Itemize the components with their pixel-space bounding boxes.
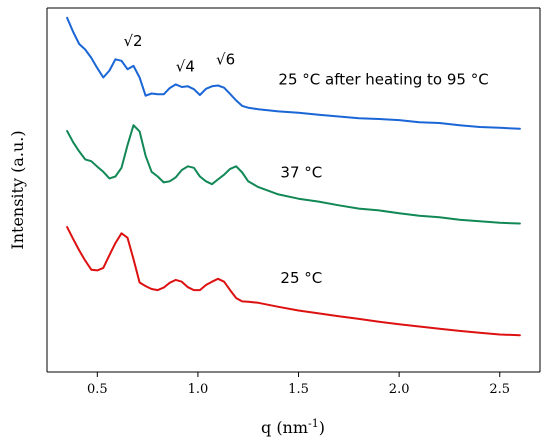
x-tick-label: 1.0 (188, 382, 209, 397)
annotation-label: √2 (123, 32, 142, 50)
annotation-label: 25 °C (280, 269, 322, 287)
series-line-1 (66, 124, 521, 225)
annotation-label: 37 °C (280, 163, 322, 181)
series-lines (66, 16, 521, 337)
x-axis-ticks: 0.5 1.0 1.5 2.0 2.5 (87, 372, 510, 397)
plot-frame (46, 7, 541, 373)
x-axis-title: q (nm-1) (261, 417, 325, 437)
x-tick-label: 0.5 (87, 382, 108, 397)
chart-annotations: √2 √4 √6 25 °C after heating to 95 °C 37 °C 2… (123, 32, 488, 287)
y-axis-title: Intensity (a.u.) (8, 130, 27, 249)
annotation-label: √6 (216, 50, 235, 68)
x-tick-label: 2.0 (389, 382, 410, 397)
x-tick-label: 2.5 (489, 382, 510, 397)
series-line-0 (66, 16, 521, 130)
annotation-label: √4 (176, 58, 195, 76)
series-line-2 (66, 226, 521, 337)
x-tick-label: 1.5 (288, 382, 309, 397)
annotation-label: 25 °C after heating to 95 °C (278, 70, 488, 88)
